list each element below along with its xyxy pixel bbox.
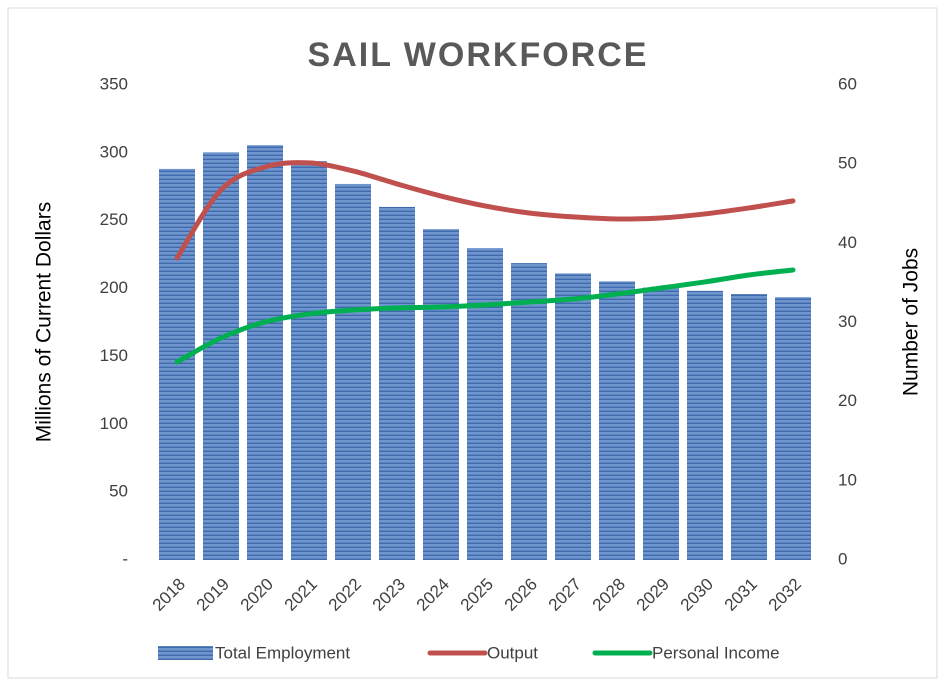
bar (335, 183, 371, 561)
bar (687, 290, 723, 560)
bar (423, 229, 459, 561)
y2-tick-label: 30 (838, 312, 857, 331)
bar (511, 263, 547, 560)
bar (643, 287, 679, 560)
y-tick-label: 50 (109, 482, 128, 501)
chart-title: SAIL WORKFORCE (308, 36, 649, 74)
bar (203, 152, 239, 560)
bar (775, 297, 811, 560)
bar (599, 281, 635, 560)
legend-label: Output (487, 643, 538, 662)
legend-label: Personal Income (652, 643, 780, 662)
y-tick-label: - (122, 549, 128, 568)
y-tick-label: 300 (100, 142, 128, 161)
y-tick-label: 350 (100, 74, 128, 93)
bar (555, 273, 591, 560)
legend-label: Total Employment (215, 643, 350, 662)
legend-swatch (158, 646, 213, 660)
y2-tick-label: 10 (838, 470, 857, 489)
y2-tick-label: 40 (838, 233, 857, 252)
bar (379, 206, 415, 560)
y-tick-label: 100 (100, 414, 128, 433)
y2-axis-title: Number of Jobs (900, 248, 923, 396)
line (174, 267, 796, 365)
y-tick-label: 200 (100, 278, 128, 297)
y2-tick-label: 20 (838, 391, 857, 410)
y2-tick-label: 0 (838, 549, 847, 568)
bar (731, 294, 767, 560)
y2-tick-label: 50 (838, 154, 857, 173)
y2-tick-label: 60 (838, 74, 857, 93)
line (174, 160, 796, 261)
y-tick-label: 250 (100, 210, 128, 229)
y-tick-label: 150 (100, 346, 128, 365)
bar (291, 161, 327, 560)
bar (247, 145, 283, 560)
y-axis-title: Millions of Current Dollars (33, 202, 56, 442)
bar (467, 248, 503, 561)
